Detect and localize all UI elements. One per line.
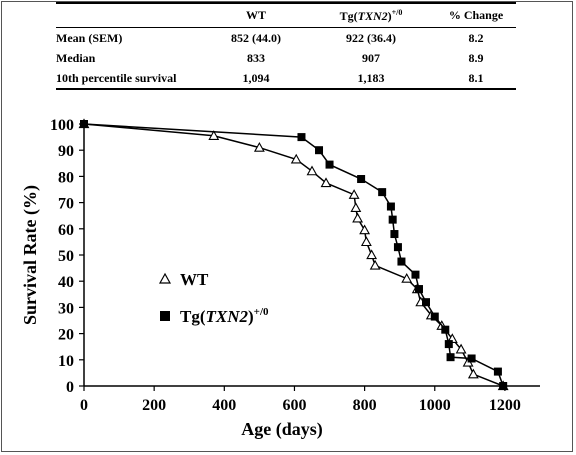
data-point-tg — [297, 133, 306, 142]
data-point-tg — [397, 257, 406, 266]
data-point-wt — [348, 189, 360, 199]
data-point-wt — [360, 236, 372, 247]
table-row: Median 833 907 8.9 — [56, 48, 516, 68]
data-point-wt — [366, 249, 378, 260]
y-tick-label: 80 — [58, 169, 74, 186]
table-cell: 1,183 — [357, 70, 385, 85]
data-point-tg — [444, 340, 453, 349]
y-tick-label: 10 — [58, 353, 74, 370]
x-tick-label: 0 — [80, 397, 88, 414]
y-tick-label: 40 — [58, 274, 74, 291]
data-point-wt — [253, 141, 265, 152]
y-tick-label: 0 — [66, 379, 74, 396]
header-cell-label — [56, 3, 206, 28]
survival-chart: 0 200 400 600 800 1000 1200 0 10 20 30 40 50 60 70 80 90… — [20, 117, 540, 440]
table-cell: Mean (SEM) — [56, 30, 123, 45]
table-row: Mean (SEM) 852 (44.0) 922 (36.4) 8.2 — [56, 28, 516, 49]
data-point-wt — [369, 259, 381, 270]
data-point-tg — [393, 243, 402, 252]
y-tick-label: 100 — [50, 117, 74, 134]
table-cell: 8.1 — [468, 70, 484, 85]
data-point-tg — [414, 285, 423, 294]
header-cell-change: % Change — [448, 8, 504, 22]
y-tick-label: 60 — [58, 222, 74, 239]
x-tick-label: 1000 — [419, 397, 451, 414]
data-point-wt — [359, 224, 371, 235]
table-cell: 852 (44.0) — [231, 30, 281, 45]
data-point-tg — [430, 312, 439, 321]
data-point-tg — [80, 120, 88, 128]
table-cell: 8.9 — [468, 50, 484, 65]
data-point-tg — [357, 175, 366, 184]
stats-table: WT Tg(TXN2)+/0 % Change Mean (SEM) 852 (… — [56, 2, 516, 90]
table-row: 10th percentile survival 1,094 1,183 8.1 — [56, 68, 516, 89]
data-point-tg — [386, 202, 395, 211]
legend-label-0: WT — [180, 270, 209, 289]
data-point-tg — [422, 298, 430, 307]
data-point-tg — [441, 325, 450, 334]
y-axis-label: Survival Rate (%) — [20, 185, 41, 325]
table-cell: 8.2 — [468, 30, 484, 45]
table-cell: 907 — [362, 50, 380, 65]
table-cell: 922 (36.4) — [346, 30, 396, 45]
data-point-tg — [388, 215, 397, 224]
y-tick-label: 90 — [58, 143, 74, 160]
data-point-wt — [350, 202, 362, 212]
x-axis-label: Age (days) — [241, 419, 323, 440]
y-tick-label: 30 — [58, 300, 74, 317]
data-point-tg — [493, 367, 502, 376]
data-point-wt — [352, 212, 364, 223]
data-point-wt — [306, 165, 318, 176]
x-tick-label: 200 — [142, 397, 166, 414]
data-point-tg — [378, 188, 387, 197]
header-cell-wt: WT — [245, 8, 266, 22]
data-point-tg — [446, 353, 455, 362]
table-cell: 833 — [247, 50, 265, 65]
x-tick-label: 800 — [353, 397, 377, 414]
data-point-wt — [401, 272, 413, 283]
data-point-wt — [208, 130, 220, 140]
legend-marker-tg — [160, 311, 170, 321]
data-point-tg — [499, 382, 508, 390]
data-point-wt — [290, 153, 302, 164]
x-tick-label: 400 — [212, 397, 236, 414]
table-cell: 1,094 — [242, 70, 270, 85]
legend-label-1: Tg(TXN2)+/0 — [180, 306, 269, 326]
table-cell: 10th percentile survival — [56, 70, 177, 85]
data-point-wt — [455, 343, 467, 354]
y-tick-label: 70 — [58, 196, 74, 213]
legend-marker-wt — [158, 272, 172, 284]
data-point-tg — [315, 146, 324, 155]
data-point-wt — [467, 368, 479, 379]
header-cell-tg: Tg(TXN2)+/0 — [339, 7, 403, 23]
data-point-wt — [320, 177, 332, 188]
x-tick-label: 600 — [282, 397, 306, 414]
table-cell: Median — [56, 50, 96, 65]
y-tick-label: 20 — [58, 327, 74, 344]
table-header-row: WT Tg(TXN2)+/0 % Change — [56, 3, 516, 28]
data-point-tg — [467, 354, 476, 363]
data-point-tg — [390, 230, 399, 239]
x-tick-label: 1200 — [489, 397, 521, 414]
data-point-tg — [411, 270, 420, 279]
data-point-tg — [325, 160, 334, 169]
y-tick-label: 50 — [58, 248, 74, 265]
